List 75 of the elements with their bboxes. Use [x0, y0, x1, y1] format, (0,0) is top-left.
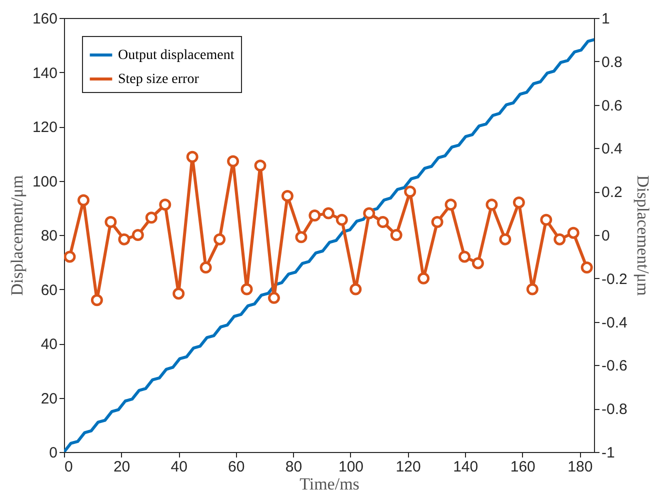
- point: [363, 207, 376, 220]
- y-tick-label: 20: [40, 390, 58, 408]
- point: [486, 198, 498, 211]
- point: [376, 216, 389, 228]
- x-tick-label: 20: [113, 458, 130, 476]
- point: [118, 233, 130, 246]
- point: [580, 262, 593, 274]
- point: [336, 214, 348, 226]
- y-tick-label: 120: [32, 119, 58, 136]
- y2-tick-label: 0.2: [602, 184, 622, 202]
- x-tick-label: 40: [170, 458, 188, 476]
- x-tick-label: 60: [228, 458, 245, 476]
- point: [132, 229, 144, 241]
- point: [295, 231, 308, 244]
- y2-tick-label: 0.8: [602, 54, 622, 71]
- point: [390, 229, 402, 241]
- y2-tick-label: 1: [602, 10, 610, 28]
- x-tick-label: 140: [453, 458, 478, 476]
- y2-tick-label: -0.2: [602, 270, 628, 288]
- point: [77, 194, 90, 206]
- point: [554, 233, 566, 246]
- point: [322, 207, 334, 220]
- point: [444, 198, 457, 211]
- point: [200, 262, 212, 274]
- y2-tick-label: 0: [602, 228, 610, 244]
- y-tick-label: 160: [32, 10, 58, 28]
- point: [418, 272, 430, 284]
- y-axis-title: Displacement/μm: [7, 175, 26, 296]
- point: [404, 186, 416, 198]
- x-tick-label: 180: [568, 458, 593, 476]
- point: [350, 283, 362, 296]
- point: [308, 209, 321, 222]
- y-tick-label: 140: [32, 64, 58, 82]
- point: [240, 283, 253, 296]
- point: [512, 196, 525, 208]
- y-tick-label: 100: [32, 173, 58, 190]
- point: [214, 233, 226, 246]
- x-tick-label: 120: [396, 458, 421, 476]
- y-tick-label: 60: [40, 282, 58, 299]
- point: [472, 257, 484, 270]
- y2-tick-label: -0.6: [602, 358, 628, 375]
- point: [567, 226, 580, 239]
- y-tick-label: 0: [49, 444, 58, 462]
- line-series: [64, 38, 594, 452]
- y2-tick-label: -1: [602, 444, 615, 462]
- x-tick-label: 80: [285, 458, 302, 476]
- y2-tick-label: -0.4: [602, 314, 628, 332]
- point: [186, 150, 198, 163]
- point: [540, 214, 552, 226]
- point: [159, 198, 172, 211]
- x-tick-label: 160: [510, 458, 536, 476]
- point: [254, 160, 266, 172]
- y-tick-label: 80: [40, 228, 58, 244]
- point: [104, 216, 117, 228]
- point: [268, 292, 280, 304]
- point: [90, 294, 103, 306]
- point: [172, 288, 185, 300]
- point: [458, 250, 470, 263]
- y-tick-label: 40: [40, 336, 58, 353]
- point: [431, 216, 444, 228]
- y2-tick-label: -0.8: [602, 401, 628, 418]
- point: [64, 250, 76, 263]
- x-tick-label: 100: [338, 458, 364, 476]
- point: [227, 155, 240, 168]
- y2-axis-title: Displacement/μm: [633, 175, 652, 296]
- legend-label: Output displacement: [118, 48, 234, 63]
- x-axis-title: Time/ms: [300, 474, 360, 494]
- point: [499, 233, 512, 246]
- point: [281, 190, 294, 202]
- point: [145, 212, 158, 224]
- legend-label: Step size error: [118, 72, 200, 87]
- x-tick-label: 0: [64, 458, 73, 476]
- y2-tick-label: 0.6: [602, 97, 622, 114]
- point: [526, 283, 538, 296]
- y2-tick-label: 0.4: [602, 140, 622, 158]
